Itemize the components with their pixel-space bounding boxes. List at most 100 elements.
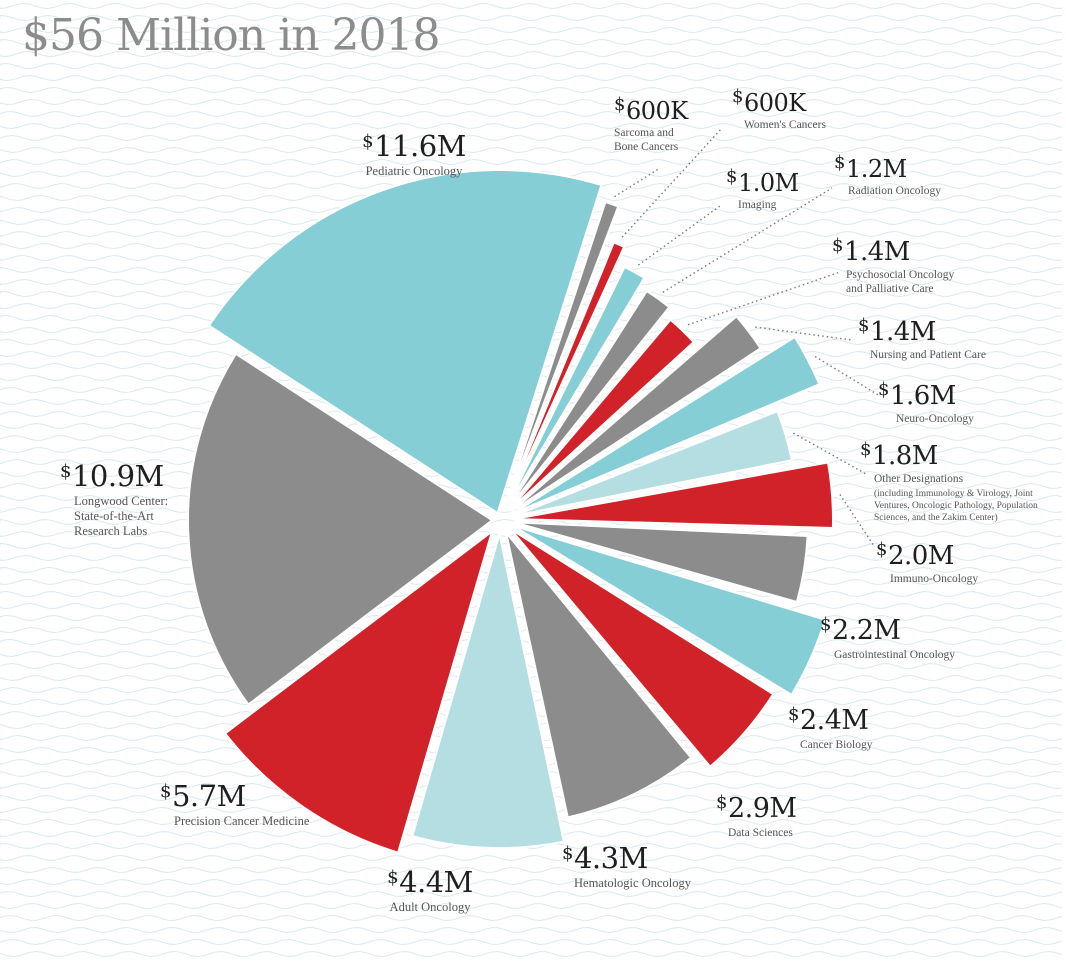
- pie-slice-data-sciences: [509, 528, 775, 769]
- label-note-line1: (including Immunology & Virology, Joint: [874, 489, 1033, 499]
- label-value: $600K: [732, 86, 806, 117]
- pie-slice-pediatric-oncology: [207, 169, 603, 515]
- label-pediatric-oncology: $11.6M Pediatric Oncology: [362, 126, 466, 179]
- wave-line: [0, 651, 1063, 657]
- leader-line-nursing-and-patient-care: [755, 326, 853, 341]
- leader-line-sarcoma-and-bone-cancers: [614, 167, 661, 198]
- label-name-line2: State-of-the-Art: [74, 509, 154, 523]
- wave-line: [0, 74, 1063, 81]
- label-note-line3: Sciences, and the Zakim Center): [874, 513, 998, 523]
- label-gastrointestinal-oncology: $2.2M Gastrointestinal Oncology: [820, 610, 955, 663]
- label-value: $1.8M: [860, 439, 938, 471]
- label-name: Women's Cancers: [744, 119, 826, 131]
- wave-line: [0, 86, 1063, 93]
- wave-line: [0, 14, 1063, 21]
- label-name: Hematologic Oncology: [574, 876, 691, 890]
- leader-line-other-designations: [793, 432, 867, 475]
- wave-line: [0, 134, 1063, 141]
- label-name: Cancer Biology: [800, 739, 873, 751]
- wave-line: [0, 50, 1063, 57]
- label-name: Precision Cancer Medicine: [174, 814, 310, 828]
- label-cancer-biology: $2.4M Cancer Biology: [788, 700, 873, 753]
- wave-line: [0, 62, 1063, 69]
- wave-line: [0, 926, 1063, 933]
- label-value: $1.2M: [834, 152, 907, 183]
- leader-line-imaging: [637, 205, 721, 266]
- label-value: $1.4M: [832, 235, 910, 267]
- label-name: Sarcoma and: [614, 127, 674, 139]
- wave-line: [0, 914, 1063, 921]
- wave-line: [0, 3, 1063, 9]
- wave-line: [0, 854, 1063, 861]
- label-radiation-oncology: $1.2M Radiation Oncology: [834, 150, 941, 199]
- label-imaging: $1.0M Imaging: [726, 164, 799, 213]
- label-womens-cancers: $600K Women's Cancers: [732, 84, 826, 132]
- label-name: Adult Oncology: [389, 900, 471, 914]
- label-data-sciences: $2.9M Data Sciences: [716, 788, 797, 841]
- label-value: $2.9M: [716, 792, 797, 824]
- pie-slice-psychosocial-oncology-and-palliative-care: [508, 318, 696, 511]
- label-name: Immuno-Oncology: [890, 573, 979, 585]
- label-name-line2: Bone Cancers: [614, 141, 679, 153]
- label-note-line2: Ventures, Oncologic Pathology, Populatio…: [874, 501, 1038, 511]
- label-neuro-oncology: $1.6M Neuro-Oncology: [878, 376, 974, 427]
- label-value: $1.0M: [726, 166, 799, 197]
- label-sarcoma-bone-cancers: $600K Sarcoma and Bone Cancers: [614, 92, 688, 154]
- label-value: $2.0M: [876, 539, 954, 571]
- pie-slice-longwood-center-state-of-the-art-research-labs: [187, 352, 494, 706]
- wave-line: [0, 98, 1063, 105]
- wave-line: [0, 146, 1063, 153]
- wave-line: [0, 122, 1063, 129]
- label-name: Radiation Oncology: [848, 185, 941, 197]
- label-value: $4.4M: [387, 865, 473, 899]
- wave-line: [0, 878, 1063, 885]
- label-name: Psychosocial Oncology: [846, 269, 955, 281]
- label-value: $600K: [614, 94, 688, 125]
- label-name: Other Designations: [874, 473, 964, 485]
- label-name-line3: Research Labs: [74, 524, 148, 538]
- label-immuno-oncology: $2.0M Immuno-Oncology: [876, 536, 978, 587]
- wave-line: [0, 158, 1063, 165]
- wave-line: [0, 26, 1063, 33]
- pie-slice-adult-oncology: [411, 533, 565, 849]
- pie-slice-cancer-biology: [512, 524, 827, 697]
- label-value: $4.3M: [562, 841, 648, 875]
- label-adult-oncology: $4.4M Adult Oncology: [387, 862, 473, 915]
- wave-line: [0, 938, 1063, 945]
- label-value: $1.6M: [878, 379, 956, 411]
- label-value: $11.6M: [362, 129, 466, 163]
- label-value: $5.7M: [160, 779, 246, 813]
- leader-line-psychosocial-oncology-and-palliative-care: [687, 271, 841, 326]
- wave-line: [0, 555, 1063, 562]
- chart-title: $56 Million in 2018: [22, 10, 440, 61]
- pie-slice-hematologic-oncology: [505, 531, 693, 819]
- label-name: Nursing and Patient Care: [870, 349, 986, 361]
- wave-line: [0, 110, 1063, 117]
- leader-line-neuro-oncology: [814, 355, 881, 397]
- wave-line: [0, 842, 1063, 849]
- wave-line: [0, 950, 1063, 957]
- label-nursing-patient-care: $1.4M Nursing and Patient Care: [858, 312, 986, 363]
- label-value: $2.2M: [820, 614, 901, 646]
- leader-line-immuno-oncology: [839, 494, 875, 547]
- pie-slice-nursing-and-patient-care: [510, 314, 762, 513]
- leader-line-radiation-oncology: [662, 187, 833, 293]
- pie-slice-gastrointestinal-oncology: [513, 521, 809, 604]
- label-name: Longwood Center:: [74, 494, 169, 508]
- label-value: $2.4M: [788, 704, 869, 736]
- label-other-designations: $1.8M Other Designations (including Immu…: [860, 436, 1038, 524]
- wave-line: [0, 639, 1063, 646]
- pie-slice-women-s-cancers: [504, 241, 626, 508]
- pie-slice-imaging: [505, 265, 646, 509]
- label-value: $10.9M: [60, 459, 164, 493]
- pie-slice-sarcoma-and-bone-cancers: [503, 200, 620, 508]
- wave-line: [0, 866, 1063, 873]
- label-name: Pediatric Oncology: [365, 164, 463, 178]
- pie-slice-neuro-oncology: [511, 335, 821, 515]
- label-name-line2: and Palliative Care: [846, 283, 934, 295]
- pie-slice-precision-cancer-medicine: [223, 528, 494, 854]
- label-psychosocial-oncology: $1.4M Psychosocial Oncology and Palliati…: [832, 232, 954, 296]
- wave-line: [0, 38, 1063, 45]
